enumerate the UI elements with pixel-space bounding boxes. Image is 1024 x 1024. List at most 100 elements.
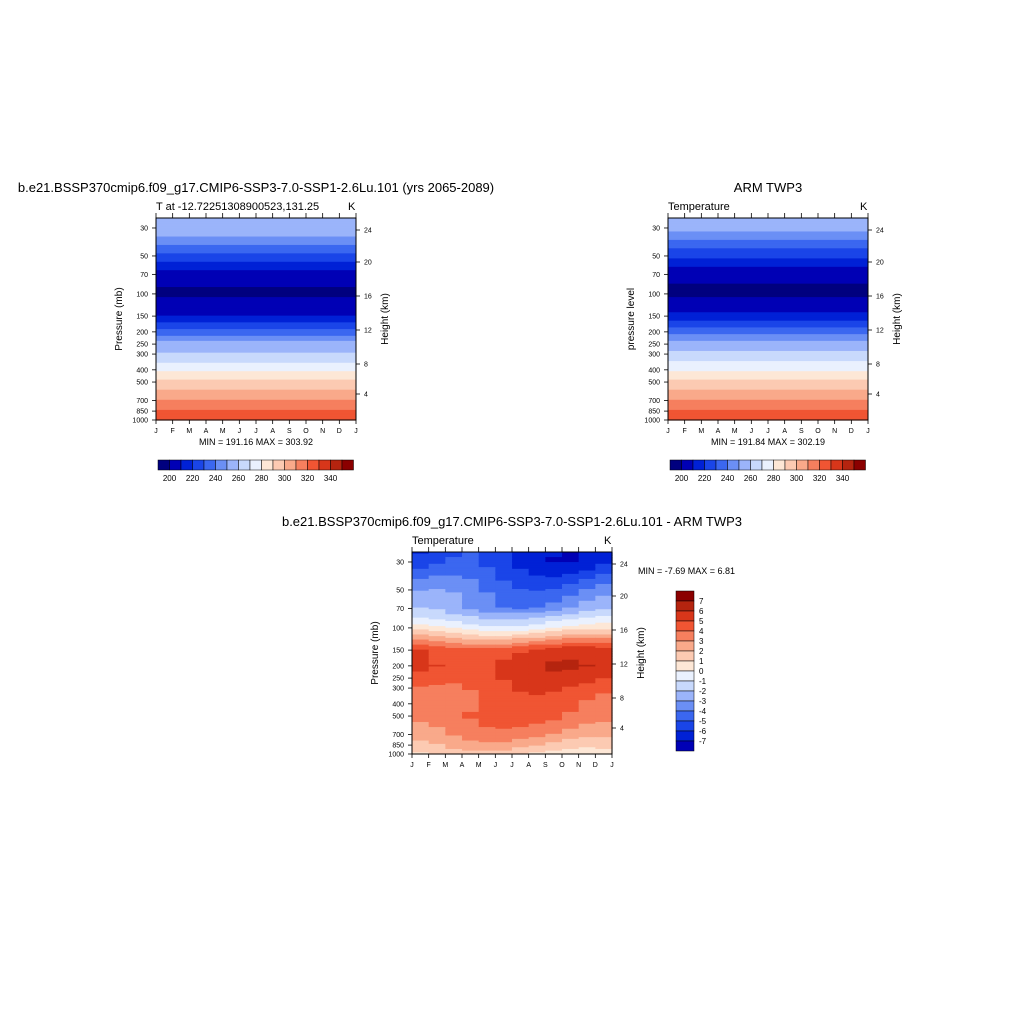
contour-band [578,634,596,637]
contour-band [156,319,356,322]
contour-band [462,595,480,599]
contour-band [595,663,613,666]
contour-band [512,578,530,582]
contour-band [462,617,480,620]
contour-band [428,553,446,556]
contour-band [595,629,613,632]
contour-band [462,602,480,605]
contour-band [562,715,580,718]
contour-band [528,716,546,720]
contour-band [545,752,563,755]
colorbar-cell [675,680,695,692]
contour-band [512,624,530,627]
contour-band [512,686,530,689]
contour-band [512,738,530,742]
contour-band [428,637,446,641]
y-tick-label: 400 [392,701,404,708]
contour-band [495,617,513,620]
contour-band [595,681,613,684]
contour-band [462,715,480,718]
contour-band [528,617,546,620]
contour-band [412,637,430,641]
x-tick-label: M [476,762,482,769]
contour-band [595,666,613,669]
min-max-label: MIN = 191.16 MAX = 303.92 [198,437,314,447]
contour-band [462,585,480,588]
contour-band [156,283,356,286]
contour-band [562,599,580,602]
contour-band [445,690,463,693]
contour-band [545,600,563,604]
contour-band [595,691,613,694]
x-tick-label: O [303,428,309,435]
contour-band [545,738,563,742]
contour-band [668,285,868,288]
contour-band [156,334,356,337]
contour-band [478,698,496,701]
contour-band [156,398,356,401]
colorbar-cell [330,459,343,471]
contour-band [528,732,546,735]
colorbar-cell [192,459,205,471]
contour-band [495,683,513,686]
contour-band [512,632,530,636]
contour-band [595,553,613,556]
contour-band [512,562,530,565]
contour-band [445,642,463,646]
contour-band [512,558,530,562]
contour-band [412,661,430,664]
contour-band [668,258,868,261]
colorbar-cell [675,730,695,742]
contour-band [156,327,356,330]
contour-band [412,568,430,572]
contour-band [478,592,496,595]
contour-band [428,698,446,701]
contour-band [412,708,430,711]
contour-band [578,651,596,654]
contour-band [428,583,446,587]
contour-band [668,371,868,374]
contour-band [595,658,613,661]
y-tick-label: 500 [136,380,148,387]
y-axis-label: Pressure (mb) [114,287,125,350]
contour-band [545,696,563,700]
units-label: K [604,535,612,547]
contour-band [595,614,613,617]
contour-band [528,641,546,644]
contour-band [445,563,463,567]
contour-band [495,669,513,673]
contour-band [478,639,496,642]
contour-band [668,344,868,347]
contour-band [156,393,356,396]
contour-band [478,563,496,567]
colorbar-cell [704,459,717,471]
contour-band [668,329,868,332]
y-tick-label: 70 [396,606,404,613]
contour-band [412,619,430,622]
contour-band [412,722,430,725]
contour-band [528,577,546,580]
contour-band [578,642,596,646]
colorbar-cell [842,459,855,471]
contour-band [512,607,530,610]
contour-band [668,339,868,342]
contour-band [478,743,496,747]
contour-band [495,678,513,681]
contour-band [428,634,446,637]
contour-band [428,686,446,689]
contour-band [478,612,496,615]
contour-band [512,745,530,748]
contour-band [495,605,513,609]
contour-band [668,226,868,229]
y-tick-label: 50 [396,587,404,594]
contour-band [668,364,868,367]
y-tick-label: 70 [652,272,660,279]
contour-band [412,552,430,555]
contour-band [462,575,480,578]
contour-band [595,607,613,610]
contour-band [528,597,546,600]
contour-band [668,381,868,384]
contour-band [528,592,546,595]
contour-band [512,575,530,578]
contour-band [668,342,868,345]
